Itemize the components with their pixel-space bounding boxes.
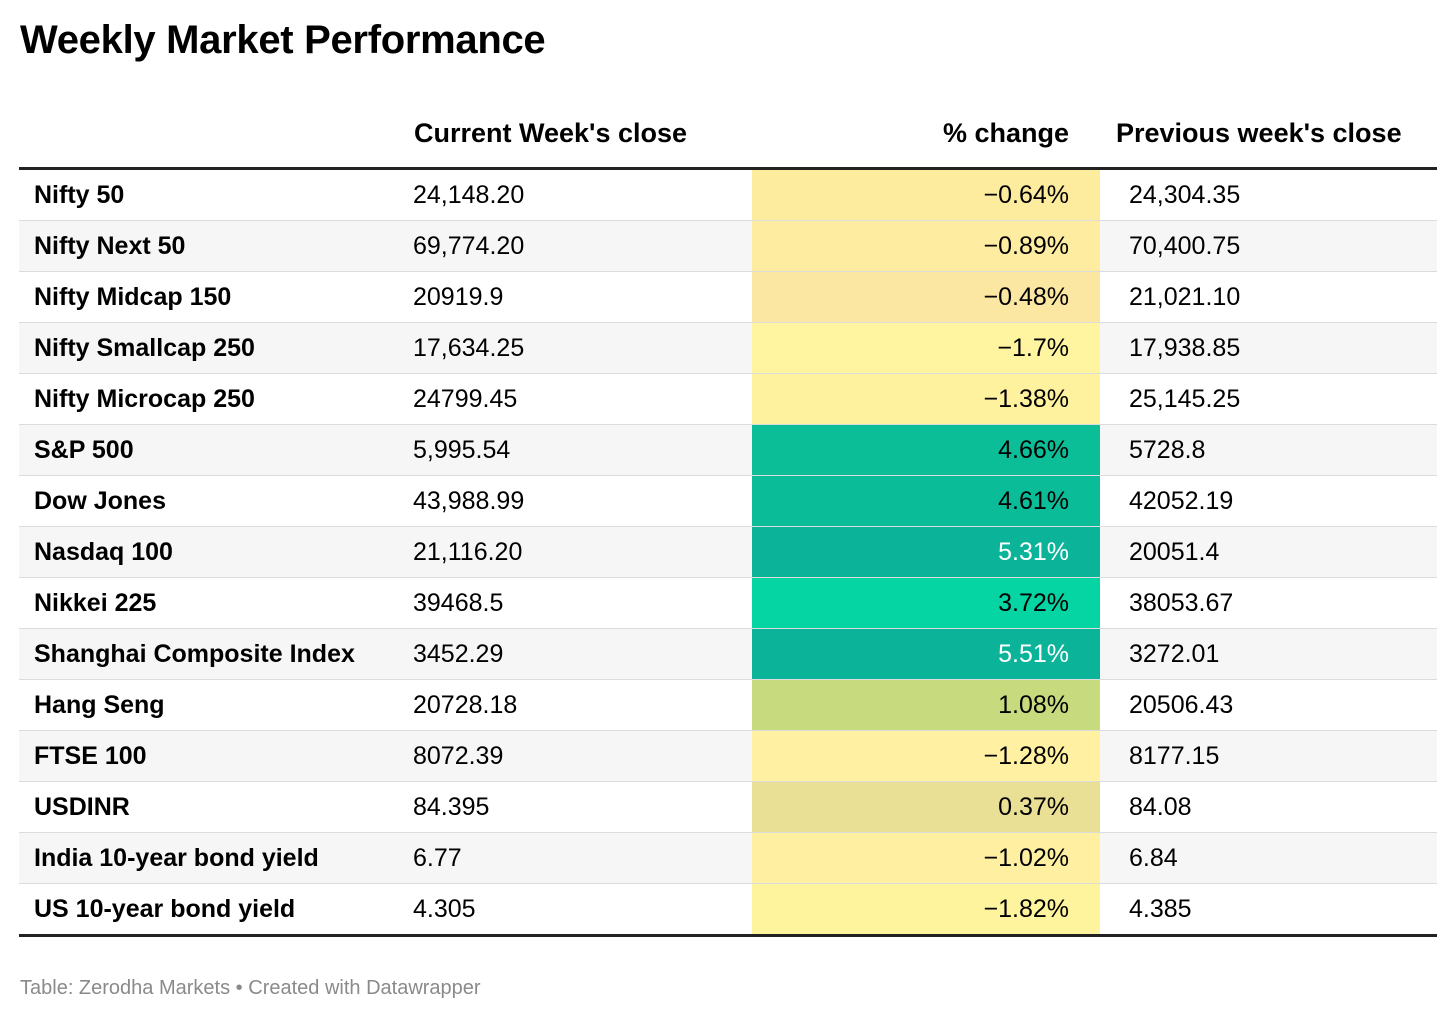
- previous-close-cell: 3272.01: [1100, 628, 1437, 680]
- index-name-cell: Nifty Midcap 150: [19, 271, 398, 323]
- table-body: Nifty 50 24,148.20 −0.64% 24,304.35 Nifty Ne…: [19, 168, 1437, 937]
- previous-close-cell: 21,021.10: [1100, 271, 1437, 323]
- column-header-index: [19, 100, 398, 170]
- index-name-cell: S&P 500: [19, 424, 398, 476]
- percent-change-cell: 5.51%: [752, 628, 1100, 680]
- previous-close-cell: 38053.67: [1100, 577, 1437, 629]
- index-name-cell: Dow Jones: [19, 475, 398, 527]
- footer-separator: •: [235, 977, 243, 999]
- column-header-current-close: Current Week's close: [398, 100, 752, 170]
- table-row: US 10-year bond yield 4.305 −1.82% 4.385: [19, 883, 1437, 937]
- current-close-cell: 6.77: [398, 832, 752, 884]
- previous-close-cell: 20051.4: [1100, 526, 1437, 578]
- market-performance-table: Current Week's close % change Previous w…: [19, 100, 1437, 937]
- percent-change-cell: 3.72%: [752, 577, 1100, 629]
- previous-close-cell: 70,400.75: [1100, 220, 1437, 272]
- index-name-cell: Nifty 50: [19, 168, 398, 221]
- percent-change-cell: −0.64%: [752, 168, 1100, 221]
- table-row: Nifty Smallcap 250 17,634.25 −1.7% 17,938.8…: [19, 322, 1437, 374]
- current-close-cell: 8072.39: [398, 730, 752, 782]
- current-close-cell: 4.305: [398, 883, 752, 937]
- percent-change-cell: −0.89%: [752, 220, 1100, 272]
- index-name-cell: India 10-year bond yield: [19, 832, 398, 884]
- percent-change-cell: −1.82%: [752, 883, 1100, 937]
- previous-close-cell: 6.84: [1100, 832, 1437, 884]
- column-header-percent-change: % change: [752, 100, 1100, 170]
- current-close-cell: 84.395: [398, 781, 752, 833]
- table-row: Nikkei 225 39468.5 3.72% 38053.67: [19, 577, 1437, 629]
- percent-change-cell: 1.08%: [752, 679, 1100, 731]
- index-name-cell: Nifty Next 50: [19, 220, 398, 272]
- percent-change-cell: −1.02%: [752, 832, 1100, 884]
- table-row: Nifty Next 50 69,774.20 −0.89% 70,400.75: [19, 220, 1437, 272]
- previous-close-cell: 84.08: [1100, 781, 1437, 833]
- percent-change-cell: 5.31%: [752, 526, 1100, 578]
- index-name-cell: Nifty Microcap 250: [19, 373, 398, 425]
- source-label: Table: Zerodha Markets: [20, 977, 231, 999]
- index-name-cell: USDINR: [19, 781, 398, 833]
- current-close-cell: 3452.29: [398, 628, 752, 680]
- column-header-previous-close: Previous week's close: [1100, 100, 1437, 170]
- current-close-cell: 39468.5: [398, 577, 752, 629]
- percent-change-cell: −1.38%: [752, 373, 1100, 425]
- page-title: Weekly Market Performance: [20, 18, 546, 62]
- table-row: Dow Jones 43,988.99 4.61% 42052.19: [19, 475, 1437, 527]
- percent-change-cell: −0.48%: [752, 271, 1100, 323]
- current-close-cell: 5,995.54: [398, 424, 752, 476]
- current-close-cell: 24799.45: [398, 373, 752, 425]
- table-row: Nifty Midcap 150 20919.9 −0.48% 21,021.10: [19, 271, 1437, 323]
- index-name-cell: Nifty Smallcap 250: [19, 322, 398, 374]
- index-name-cell: Shanghai Composite Index: [19, 628, 398, 680]
- table-row: Shanghai Composite Index 3452.29 5.51% 3272…: [19, 628, 1437, 680]
- index-name-cell: FTSE 100: [19, 730, 398, 782]
- table-row: Hang Seng 20728.18 1.08% 20506.43: [19, 679, 1437, 731]
- current-close-cell: 43,988.99: [398, 475, 752, 527]
- index-name-cell: Nasdaq 100: [19, 526, 398, 578]
- previous-close-cell: 42052.19: [1100, 475, 1437, 527]
- previous-close-cell: 17,938.85: [1100, 322, 1437, 374]
- percent-change-cell: 4.66%: [752, 424, 1100, 476]
- percent-change-cell: −1.28%: [752, 730, 1100, 782]
- table-header-row: Current Week's close % change Previous w…: [19, 100, 1437, 170]
- previous-close-cell: 24,304.35: [1100, 168, 1437, 221]
- current-close-cell: 24,148.20: [398, 168, 752, 221]
- table-row: Nifty 50 24,148.20 −0.64% 24,304.35: [19, 168, 1437, 221]
- current-close-cell: 20728.18: [398, 679, 752, 731]
- percent-change-cell: 0.37%: [752, 781, 1100, 833]
- index-name-cell: Hang Seng: [19, 679, 398, 731]
- percent-change-cell: −1.7%: [752, 322, 1100, 374]
- table-row: FTSE 100 8072.39 −1.28% 8177.15: [19, 730, 1437, 782]
- table-row: Nifty Microcap 250 24799.45 −1.38% 25,145.2…: [19, 373, 1437, 425]
- current-close-cell: 69,774.20: [398, 220, 752, 272]
- previous-close-cell: 20506.43: [1100, 679, 1437, 731]
- current-close-cell: 21,116.20: [398, 526, 752, 578]
- previous-close-cell: 5728.8: [1100, 424, 1437, 476]
- percent-change-cell: 4.61%: [752, 475, 1100, 527]
- table-row: USDINR 84.395 0.37% 84.08: [19, 781, 1437, 833]
- table-row: India 10-year bond yield 6.77 −1.02% 6.84: [19, 832, 1437, 884]
- index-name-cell: US 10-year bond yield: [19, 883, 398, 937]
- current-close-cell: 17,634.25: [398, 322, 752, 374]
- current-close-cell: 20919.9: [398, 271, 752, 323]
- table-row: S&P 500 5,995.54 4.66% 5728.8: [19, 424, 1437, 476]
- index-name-cell: Nikkei 225: [19, 577, 398, 629]
- datawrapper-credit: Created with Datawrapper: [248, 977, 481, 999]
- previous-close-cell: 4.385: [1100, 883, 1437, 937]
- source-footer: Table: Zerodha Markets • Created with Da…: [20, 977, 481, 1000]
- previous-close-cell: 8177.15: [1100, 730, 1437, 782]
- table-row: Nasdaq 100 21,116.20 5.31% 20051.4: [19, 526, 1437, 578]
- previous-close-cell: 25,145.25: [1100, 373, 1437, 425]
